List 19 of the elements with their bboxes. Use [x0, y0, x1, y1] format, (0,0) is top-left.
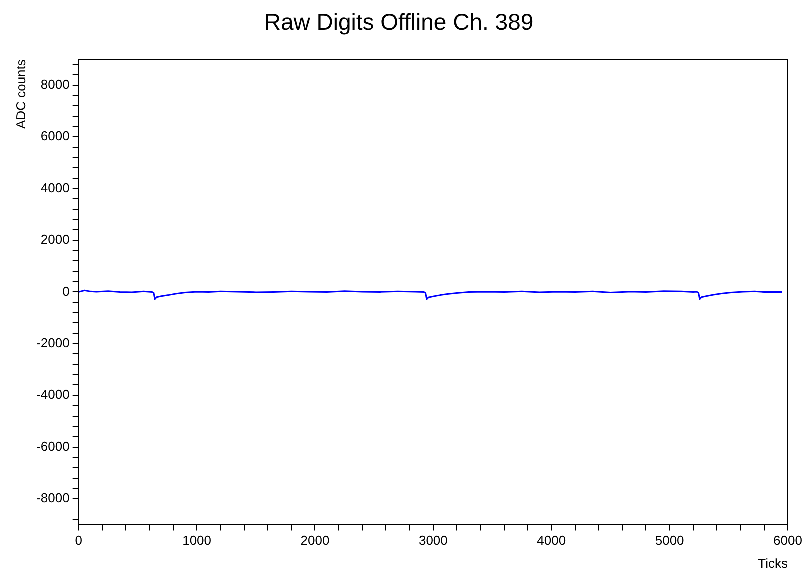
y-tick-label: 0	[62, 284, 70, 299]
y-tick-label: -2000	[36, 335, 70, 350]
y-tick-label: -8000	[36, 490, 70, 506]
y-tick-label: 6000	[40, 128, 70, 144]
y-tick-label: 4000	[40, 180, 70, 196]
x-tick-label: 0	[75, 533, 82, 548]
chart-title: Raw Digits Offline Ch. 389	[264, 9, 534, 36]
y-tick-label: 8000	[40, 77, 70, 92]
x-axis-title: Ticks	[758, 556, 788, 571]
y-tick-label: -4000	[36, 387, 70, 402]
x-tick-label: 1000	[182, 533, 212, 548]
x-tick-label: 4000	[537, 533, 566, 548]
x-tick-label: 6000	[774, 533, 802, 548]
y-axis-title: ADC counts	[13, 59, 28, 129]
x-tick-label: 5000	[655, 533, 684, 548]
y-tick-label: 2000	[40, 232, 70, 248]
x-tick-label: 2000	[300, 533, 330, 548]
x-tick-label: 3000	[418, 533, 448, 548]
y-tick-label: -6000	[36, 438, 70, 454]
